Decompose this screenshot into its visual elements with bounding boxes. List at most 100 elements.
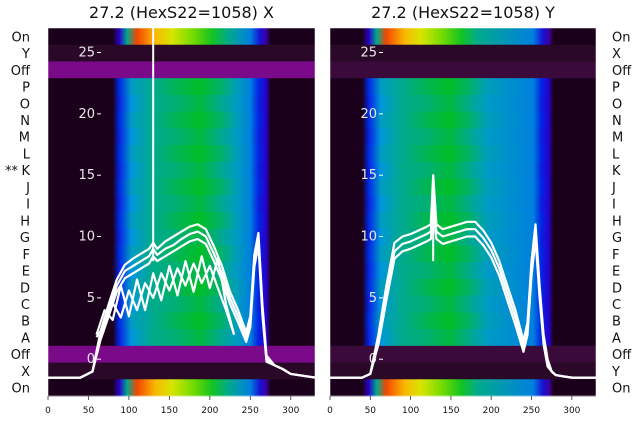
row-label: B (21, 315, 30, 330)
row-label: A (21, 331, 30, 346)
heat-row-strip (330, 145, 596, 163)
xtick-label: 200 (483, 406, 500, 416)
xtick-label: 250 (242, 406, 259, 416)
ytick-label: 20 (78, 107, 95, 122)
row-label: M (19, 131, 30, 146)
heat-row-strip (48, 329, 315, 347)
ytick-label: 25 (78, 46, 95, 61)
heat-row-strip (48, 245, 315, 263)
row-label: Off (11, 348, 31, 363)
row-label: D (20, 281, 30, 296)
xtick-label: 150 (161, 406, 178, 416)
row-label: A (612, 331, 621, 346)
heat-row-strip (48, 128, 315, 146)
heat-row-strip (330, 111, 596, 129)
row-label: E (22, 265, 30, 280)
ytick-label: 25 (360, 46, 377, 61)
row-label: N (612, 114, 622, 129)
chart-title: 27.2 (HexS22=1058) Y (371, 3, 555, 22)
heat-row-strip (48, 345, 315, 364)
row-label: Off (612, 348, 632, 363)
ytick-label: 15 (78, 168, 95, 183)
xtick-label: 0 (45, 406, 51, 416)
row-label: P (612, 81, 620, 96)
series-line (95, 262, 236, 338)
heat-row-strip (48, 28, 315, 46)
chart-title: 27.2 (HexS22=1058) X (89, 3, 274, 22)
heat-row-strip (48, 195, 315, 213)
row-label: G (612, 231, 622, 246)
heat-row-strip (330, 379, 596, 397)
row-label: On (12, 382, 30, 397)
row-label: F (612, 248, 619, 263)
ytick-label: 5 (87, 291, 95, 306)
heat-row-strip (48, 178, 315, 196)
row-label: E (612, 265, 620, 280)
row-label: O (612, 97, 622, 112)
xtick-label: 200 (201, 406, 218, 416)
heat-row-strip (330, 212, 596, 230)
row-label: C (612, 298, 621, 313)
row-label: N (20, 114, 30, 129)
xtick-label: 300 (282, 406, 299, 416)
heat-row-strip (48, 212, 315, 230)
xtick-label: 100 (120, 406, 137, 416)
row-label: Off (11, 64, 31, 79)
row-label: K (21, 164, 30, 179)
ytick-label: 10 (78, 230, 95, 245)
series-line (330, 210, 596, 379)
ytick-label: 0 (87, 352, 95, 367)
heat-row-strip (48, 362, 315, 380)
xtick-label: 50 (83, 406, 95, 416)
row-label: On (12, 30, 30, 45)
row-label: G (20, 231, 30, 246)
row-label: H (20, 214, 30, 229)
heat-row-strip (330, 61, 596, 79)
row-label: F (23, 248, 30, 263)
row-label: X (612, 47, 621, 62)
heat-row-strip (330, 262, 596, 280)
row-label: I (26, 198, 30, 213)
row-label: L (23, 147, 31, 162)
xtick-label: 300 (563, 406, 580, 416)
xtick-label: 0 (327, 406, 333, 416)
row-label: O (20, 97, 30, 112)
heat-row-strip (330, 329, 596, 347)
heat-row-strip (48, 161, 315, 180)
heat-row-strip (48, 228, 315, 246)
ytick-label: 15 (360, 168, 377, 183)
row-label: On (612, 382, 630, 397)
row-label: K (612, 164, 621, 179)
heat-row-strip (48, 145, 315, 163)
row-label: L (612, 147, 620, 162)
row-label: C (21, 298, 30, 313)
heat-row-strip (48, 61, 315, 79)
axes-frame (47, 27, 316, 397)
heat-row-strip (48, 111, 315, 129)
heat-row-strip (330, 245, 596, 263)
row-label: J (25, 181, 30, 196)
heat-row-strip (330, 312, 596, 330)
heat-row-strip (330, 161, 596, 180)
heat-row-strip (48, 94, 315, 113)
row-label: J (611, 181, 616, 196)
heat-row-strip (330, 345, 596, 364)
series-line (48, 237, 316, 379)
row-label: M (612, 131, 623, 146)
row-label: D (612, 281, 622, 296)
row-label: I (612, 198, 616, 213)
row-label: P (22, 81, 30, 96)
heat-row-strip (330, 178, 596, 196)
axes-frame (329, 27, 597, 397)
heat-row-strip (48, 78, 315, 96)
heat-row-strip (330, 128, 596, 146)
row-label: B (612, 315, 621, 330)
row-label: X (21, 365, 30, 380)
ytick-label: 0 (369, 352, 377, 367)
heat-row-strip (330, 362, 596, 380)
heat-row-strip (48, 312, 315, 330)
heat-row-strip (48, 379, 315, 397)
row-label: Y (611, 365, 620, 380)
